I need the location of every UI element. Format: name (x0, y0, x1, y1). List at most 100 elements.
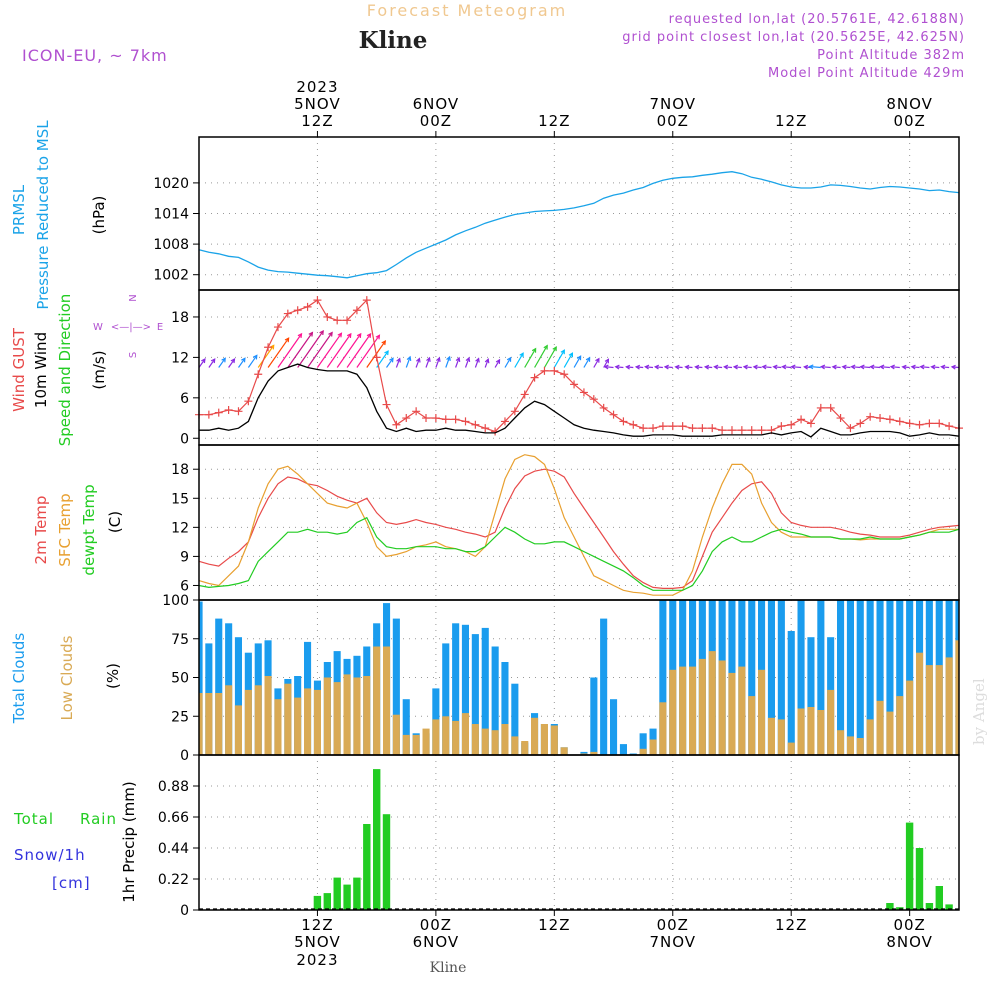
low-cloud-bar (748, 696, 756, 755)
precip-bar (905, 822, 914, 910)
low-cloud-bar (945, 657, 953, 755)
wind-arrow-head (241, 357, 246, 363)
wind-direction-arrow (386, 357, 394, 368)
gust-marker (402, 414, 411, 423)
compass-arrows-icon: <—|—> (111, 322, 151, 333)
gust-marker (362, 296, 371, 305)
precip-bar (353, 877, 361, 910)
wind-arrow-head (366, 332, 372, 338)
wind-arrow-head (950, 364, 956, 370)
low-cloud-bar (540, 724, 548, 755)
total-cloud-bar (402, 699, 410, 755)
wind-arrow-head (808, 364, 814, 370)
gust-marker (530, 373, 539, 382)
wind-arrow-head (389, 357, 394, 363)
wind-direction-arrow (336, 333, 362, 368)
bottom-time-label: 12Z (775, 916, 807, 934)
gust-marker (678, 422, 687, 431)
credit-watermark: by Angel (970, 678, 988, 745)
precip-bar (343, 884, 351, 910)
y-tick-label: 6 (180, 578, 189, 594)
wind-direction-arrow (809, 365, 821, 369)
wind-direction-arrow (791, 366, 802, 369)
gridpoint-coords: grid point closest lon,lat (20.5625E, 42… (622, 30, 965, 45)
temp-unit: (C) (106, 511, 124, 533)
wind-direction-arrow (911, 366, 920, 369)
low-cloud-bar (501, 724, 509, 755)
low-cloud-bar (491, 730, 499, 755)
gust-marker (214, 408, 223, 417)
bottom-time-label: 8NOV (886, 933, 933, 951)
wind-arrow-head (772, 364, 778, 370)
dewpt-line (198, 516, 960, 591)
wind-arrow-head (435, 356, 441, 362)
gust-marker (540, 366, 549, 375)
wind-direction-arrow (851, 366, 861, 369)
wind-arrow-head (713, 364, 719, 370)
gust-marker (737, 426, 746, 435)
gust-marker (915, 420, 924, 429)
gust-marker (392, 420, 401, 429)
wind-direction-arrow (941, 366, 950, 369)
precip-bar (373, 769, 381, 910)
wind-arrow-head (455, 356, 461, 362)
total-cloud-bar (461, 624, 469, 755)
low-clouds-label: Low Clouds (58, 635, 76, 720)
wind-direction-arrow (238, 357, 246, 368)
wind-speed-line (199, 363, 960, 438)
gust-marker (560, 370, 569, 379)
gust-marker (579, 388, 588, 397)
wind-arrow-head (595, 357, 600, 363)
wind-direction-arrow (860, 366, 871, 369)
wind-arrow-head (603, 364, 609, 370)
wind-direction-arrow (664, 366, 673, 369)
wind-arrow-head (752, 364, 758, 370)
temperature-panel: 6 9 12 15 18 (171, 445, 959, 600)
wind-direction-arrow (277, 333, 302, 368)
temperature-labels: 2m Temp SFC Temp dewpt Temp (C) (32, 484, 124, 575)
precip-bar (945, 904, 953, 910)
gust-marker (727, 426, 736, 435)
gust-marker (698, 424, 707, 433)
wind-arrow-head (465, 356, 471, 362)
wind-arrow-head (850, 364, 856, 370)
wind-arrow-head (426, 356, 431, 362)
wind-arrow-head (859, 364, 865, 370)
wind-arrow-head (576, 355, 582, 361)
y-tick-label: 0.66 (158, 810, 189, 826)
total-cloud-bar (511, 683, 519, 755)
low-cloud-bar (323, 677, 331, 755)
low-cloud-bar (777, 719, 785, 755)
wind-arrow-head (614, 364, 620, 370)
wind-direction-arrow (494, 359, 501, 368)
precip-bar (382, 814, 391, 910)
wind-direction-arrow (445, 356, 451, 368)
wind-arrow-head (495, 358, 501, 364)
gust-marker (461, 417, 470, 426)
wind-direction-arrow (504, 357, 512, 368)
top-time-label: 6NOV (413, 95, 460, 113)
low-cloud-bar (511, 736, 519, 755)
total-cloud-bar (580, 751, 588, 755)
low-cloud-bar (797, 708, 805, 755)
y-tick-label: 100 (162, 593, 189, 609)
wind-direction-arrow (484, 358, 489, 368)
gust-marker (708, 424, 717, 433)
gust-marker (550, 366, 559, 375)
total-cloud-bar (876, 600, 884, 755)
gust-marker (777, 422, 786, 431)
total-cloud-bar (748, 600, 756, 755)
low-cloud-bar (649, 739, 657, 755)
low-cloud-bar (935, 665, 943, 755)
low-cloud-bar (955, 640, 959, 755)
total-label: Total (13, 810, 54, 828)
cloud-unit: (%) (104, 663, 122, 689)
wind-arrow-head (653, 364, 660, 370)
gust-marker (668, 422, 677, 431)
panel-frame (198, 754, 960, 911)
wind-arrow-head (901, 364, 907, 370)
gust-marker (846, 424, 855, 433)
low-cloud-bar (590, 751, 598, 755)
precip-bar (363, 824, 371, 910)
wind-direction-arrow (842, 366, 851, 369)
